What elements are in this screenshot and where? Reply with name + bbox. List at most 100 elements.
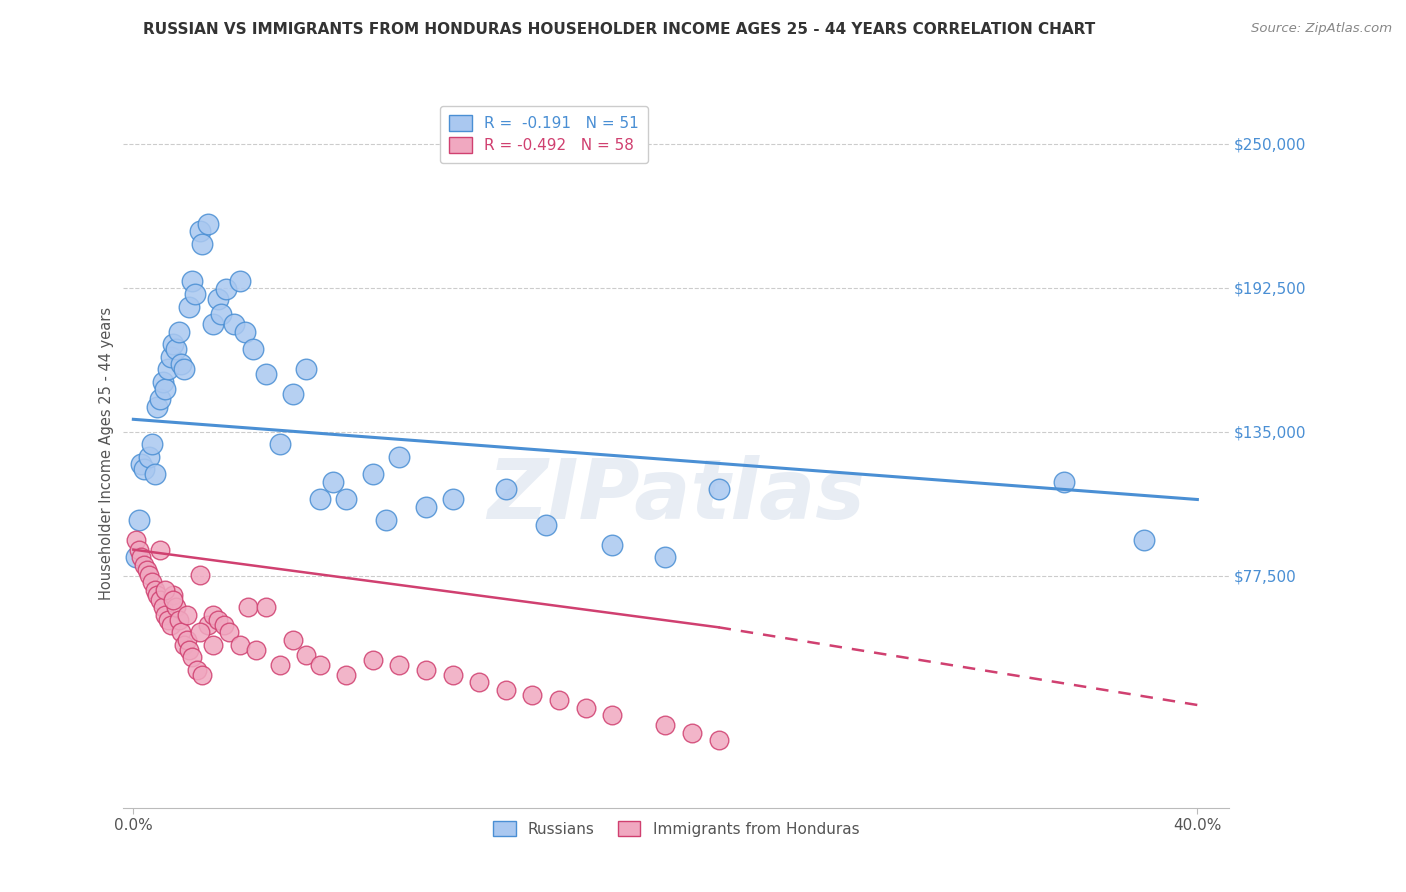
- Point: [162, 592, 184, 607]
- Point: [128, 512, 150, 526]
- Point: [574, 700, 596, 714]
- Y-axis label: Householder Income Ages 25 - 44 years: Householder Income Ages 25 - 44 years: [100, 307, 114, 599]
- Point: [468, 675, 491, 690]
- Point: [308, 657, 330, 672]
- Point: [170, 625, 193, 640]
- Point: [141, 437, 163, 451]
- Point: [167, 325, 190, 339]
- Point: [155, 607, 177, 622]
- Point: [165, 600, 187, 615]
- Point: [361, 653, 384, 667]
- Point: [146, 588, 169, 602]
- Point: [495, 483, 517, 497]
- Point: [143, 582, 166, 597]
- Point: [229, 275, 252, 289]
- Point: [155, 382, 177, 396]
- Point: [141, 575, 163, 590]
- Point: [183, 287, 205, 301]
- Point: [167, 613, 190, 627]
- Point: [212, 617, 235, 632]
- Point: [146, 400, 169, 414]
- Point: [173, 362, 195, 376]
- Point: [156, 613, 179, 627]
- Point: [132, 462, 155, 476]
- Point: [188, 224, 211, 238]
- Point: [176, 607, 198, 622]
- Point: [207, 292, 229, 306]
- Point: [162, 588, 184, 602]
- Point: [162, 337, 184, 351]
- Point: [186, 663, 208, 677]
- Point: [131, 550, 153, 565]
- Point: [375, 512, 398, 526]
- Point: [242, 342, 264, 356]
- Point: [125, 533, 148, 547]
- Point: [149, 542, 172, 557]
- Point: [654, 718, 676, 732]
- Point: [361, 467, 384, 482]
- Text: Source: ZipAtlas.com: Source: ZipAtlas.com: [1251, 22, 1392, 36]
- Point: [155, 582, 177, 597]
- Point: [495, 682, 517, 697]
- Point: [125, 550, 148, 565]
- Point: [308, 492, 330, 507]
- Point: [281, 632, 304, 647]
- Text: ZIPatlas: ZIPatlas: [486, 455, 865, 536]
- Legend: Russians, Immigrants from Honduras: Russians, Immigrants from Honduras: [486, 814, 866, 843]
- Point: [188, 625, 211, 640]
- Point: [281, 387, 304, 401]
- Point: [254, 600, 277, 615]
- Point: [335, 492, 357, 507]
- Point: [215, 282, 238, 296]
- Point: [138, 567, 160, 582]
- Point: [707, 733, 730, 747]
- Point: [180, 650, 202, 665]
- Point: [681, 725, 703, 739]
- Point: [202, 607, 225, 622]
- Point: [441, 492, 464, 507]
- Point: [654, 550, 676, 565]
- Point: [176, 632, 198, 647]
- Point: [600, 538, 623, 552]
- Point: [197, 217, 219, 231]
- Point: [209, 307, 232, 321]
- Point: [173, 638, 195, 652]
- Point: [322, 475, 344, 489]
- Point: [600, 708, 623, 723]
- Point: [207, 613, 229, 627]
- Point: [156, 362, 179, 376]
- Point: [218, 625, 240, 640]
- Point: [149, 392, 172, 407]
- Point: [388, 657, 411, 672]
- Point: [152, 600, 174, 615]
- Point: [170, 357, 193, 371]
- Point: [707, 483, 730, 497]
- Point: [132, 558, 155, 572]
- Point: [179, 643, 201, 657]
- Point: [152, 375, 174, 389]
- Point: [1133, 533, 1156, 547]
- Point: [548, 693, 571, 707]
- Point: [202, 317, 225, 331]
- Point: [180, 275, 202, 289]
- Point: [415, 500, 437, 514]
- Point: [159, 350, 181, 364]
- Point: [441, 668, 464, 682]
- Point: [522, 688, 544, 702]
- Point: [159, 617, 181, 632]
- Point: [149, 592, 172, 607]
- Point: [236, 600, 259, 615]
- Point: [188, 567, 211, 582]
- Point: [229, 638, 252, 652]
- Point: [179, 300, 201, 314]
- Point: [165, 342, 187, 356]
- Point: [335, 668, 357, 682]
- Point: [254, 367, 277, 381]
- Point: [269, 437, 291, 451]
- Point: [128, 542, 150, 557]
- Point: [388, 450, 411, 464]
- Point: [138, 450, 160, 464]
- Point: [534, 517, 557, 532]
- Point: [202, 638, 225, 652]
- Text: RUSSIAN VS IMMIGRANTS FROM HONDURAS HOUSEHOLDER INCOME AGES 25 - 44 YEARS CORREL: RUSSIAN VS IMMIGRANTS FROM HONDURAS HOUS…: [142, 22, 1095, 37]
